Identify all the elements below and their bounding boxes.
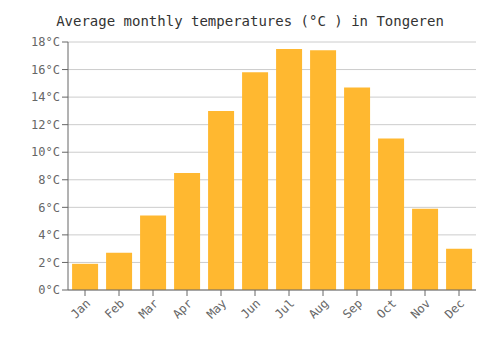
svg-text:6°C: 6°C — [38, 201, 60, 215]
svg-text:2°C: 2°C — [38, 256, 60, 270]
svg-text:8°C: 8°C — [38, 173, 60, 187]
svg-text:16°C: 16°C — [31, 63, 60, 77]
svg-text:18°C: 18°C — [31, 35, 60, 49]
svg-text:Dec: Dec — [442, 296, 467, 321]
svg-text:Jan: Jan — [68, 296, 93, 321]
svg-text:May: May — [204, 296, 229, 321]
svg-text:12°C: 12°C — [31, 118, 60, 132]
svg-text:Mar: Mar — [136, 296, 161, 321]
svg-text:Oct: Oct — [374, 296, 399, 321]
svg-text:Aug: Aug — [306, 296, 331, 321]
svg-text:4°C: 4°C — [38, 228, 60, 242]
svg-text:Jul: Jul — [272, 296, 297, 321]
svg-text:14°C: 14°C — [31, 90, 60, 104]
svg-text:10°C: 10°C — [31, 145, 60, 159]
svg-text:Sep: Sep — [340, 296, 365, 321]
svg-text:0°C: 0°C — [38, 283, 60, 297]
html-text:Average monthly temperatures (: Average monthly temperatures (°C ) in To… — [56, 13, 444, 29]
svg-text:Apr: Apr — [170, 296, 195, 321]
svg-text:Jun: Jun — [238, 296, 263, 321]
svg-text:Feb: Feb — [102, 296, 127, 321]
svg-text:Nov: Nov — [408, 296, 433, 321]
